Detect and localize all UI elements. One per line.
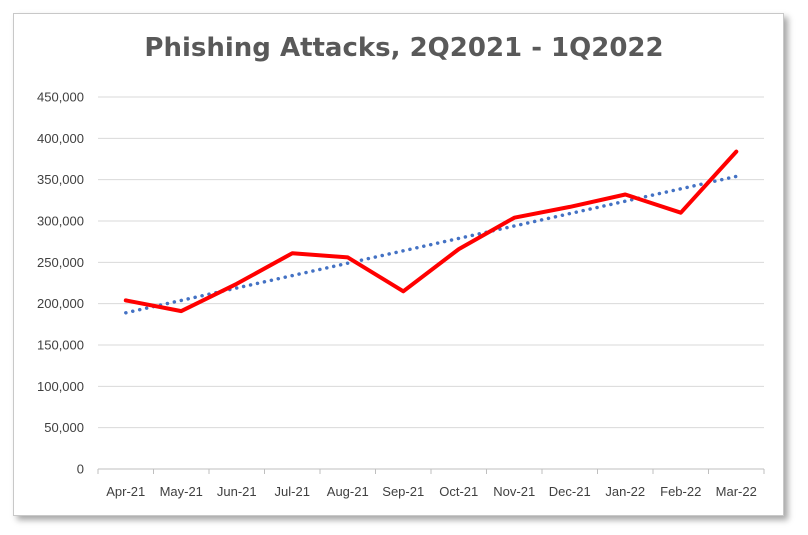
axes <box>97 468 765 474</box>
x-tick-label: Jul-21 <box>275 484 310 499</box>
y-tick-label: 100,000 <box>37 379 84 394</box>
y-tick-label: 250,000 <box>37 255 84 270</box>
x-tick-label: Jun-21 <box>217 484 257 499</box>
x-tick-label: Oct-21 <box>439 484 478 499</box>
y-tick-label: 50,000 <box>44 420 84 435</box>
phishing-attacks-series <box>123 149 739 314</box>
y-axis-tick-labels: 0 50,000 100,000 150,000 200,000 250,000 300,0… <box>37 90 84 477</box>
y-tick-label: 150,000 <box>37 338 84 353</box>
x-tick-label: Feb-22 <box>660 484 701 499</box>
y-tick-label: 0 <box>77 462 84 477</box>
x-tick-label: Aug-21 <box>327 484 369 499</box>
x-tick-label: May-21 <box>160 484 203 499</box>
gridlines <box>98 96 764 429</box>
y-tick-label: 300,000 <box>37 214 84 229</box>
chart-title: Phishing Attacks, 2Q2021 - 1Q2022 <box>144 33 664 63</box>
y-tick-label: 450,000 <box>37 90 84 105</box>
x-axis-tick-labels: Apr-21 May-21 Jun-21 Jul-21 Aug-21 Sep-21 Oct-… <box>106 484 757 499</box>
x-tick-label: Dec-21 <box>549 484 591 499</box>
y-tick-label: 400,000 <box>37 131 84 146</box>
series-lines <box>123 149 739 315</box>
x-tick-label: Jan-22 <box>605 484 645 499</box>
x-tick-label: Nov-21 <box>493 484 535 499</box>
x-tick-label: Mar-22 <box>716 484 757 499</box>
x-tick-label: Sep-21 <box>382 484 424 499</box>
y-tick-label: 350,000 <box>37 172 84 187</box>
y-tick-label: 200,000 <box>37 296 84 311</box>
x-tick-label: Apr-21 <box>106 484 145 499</box>
trendline-series <box>124 174 739 315</box>
